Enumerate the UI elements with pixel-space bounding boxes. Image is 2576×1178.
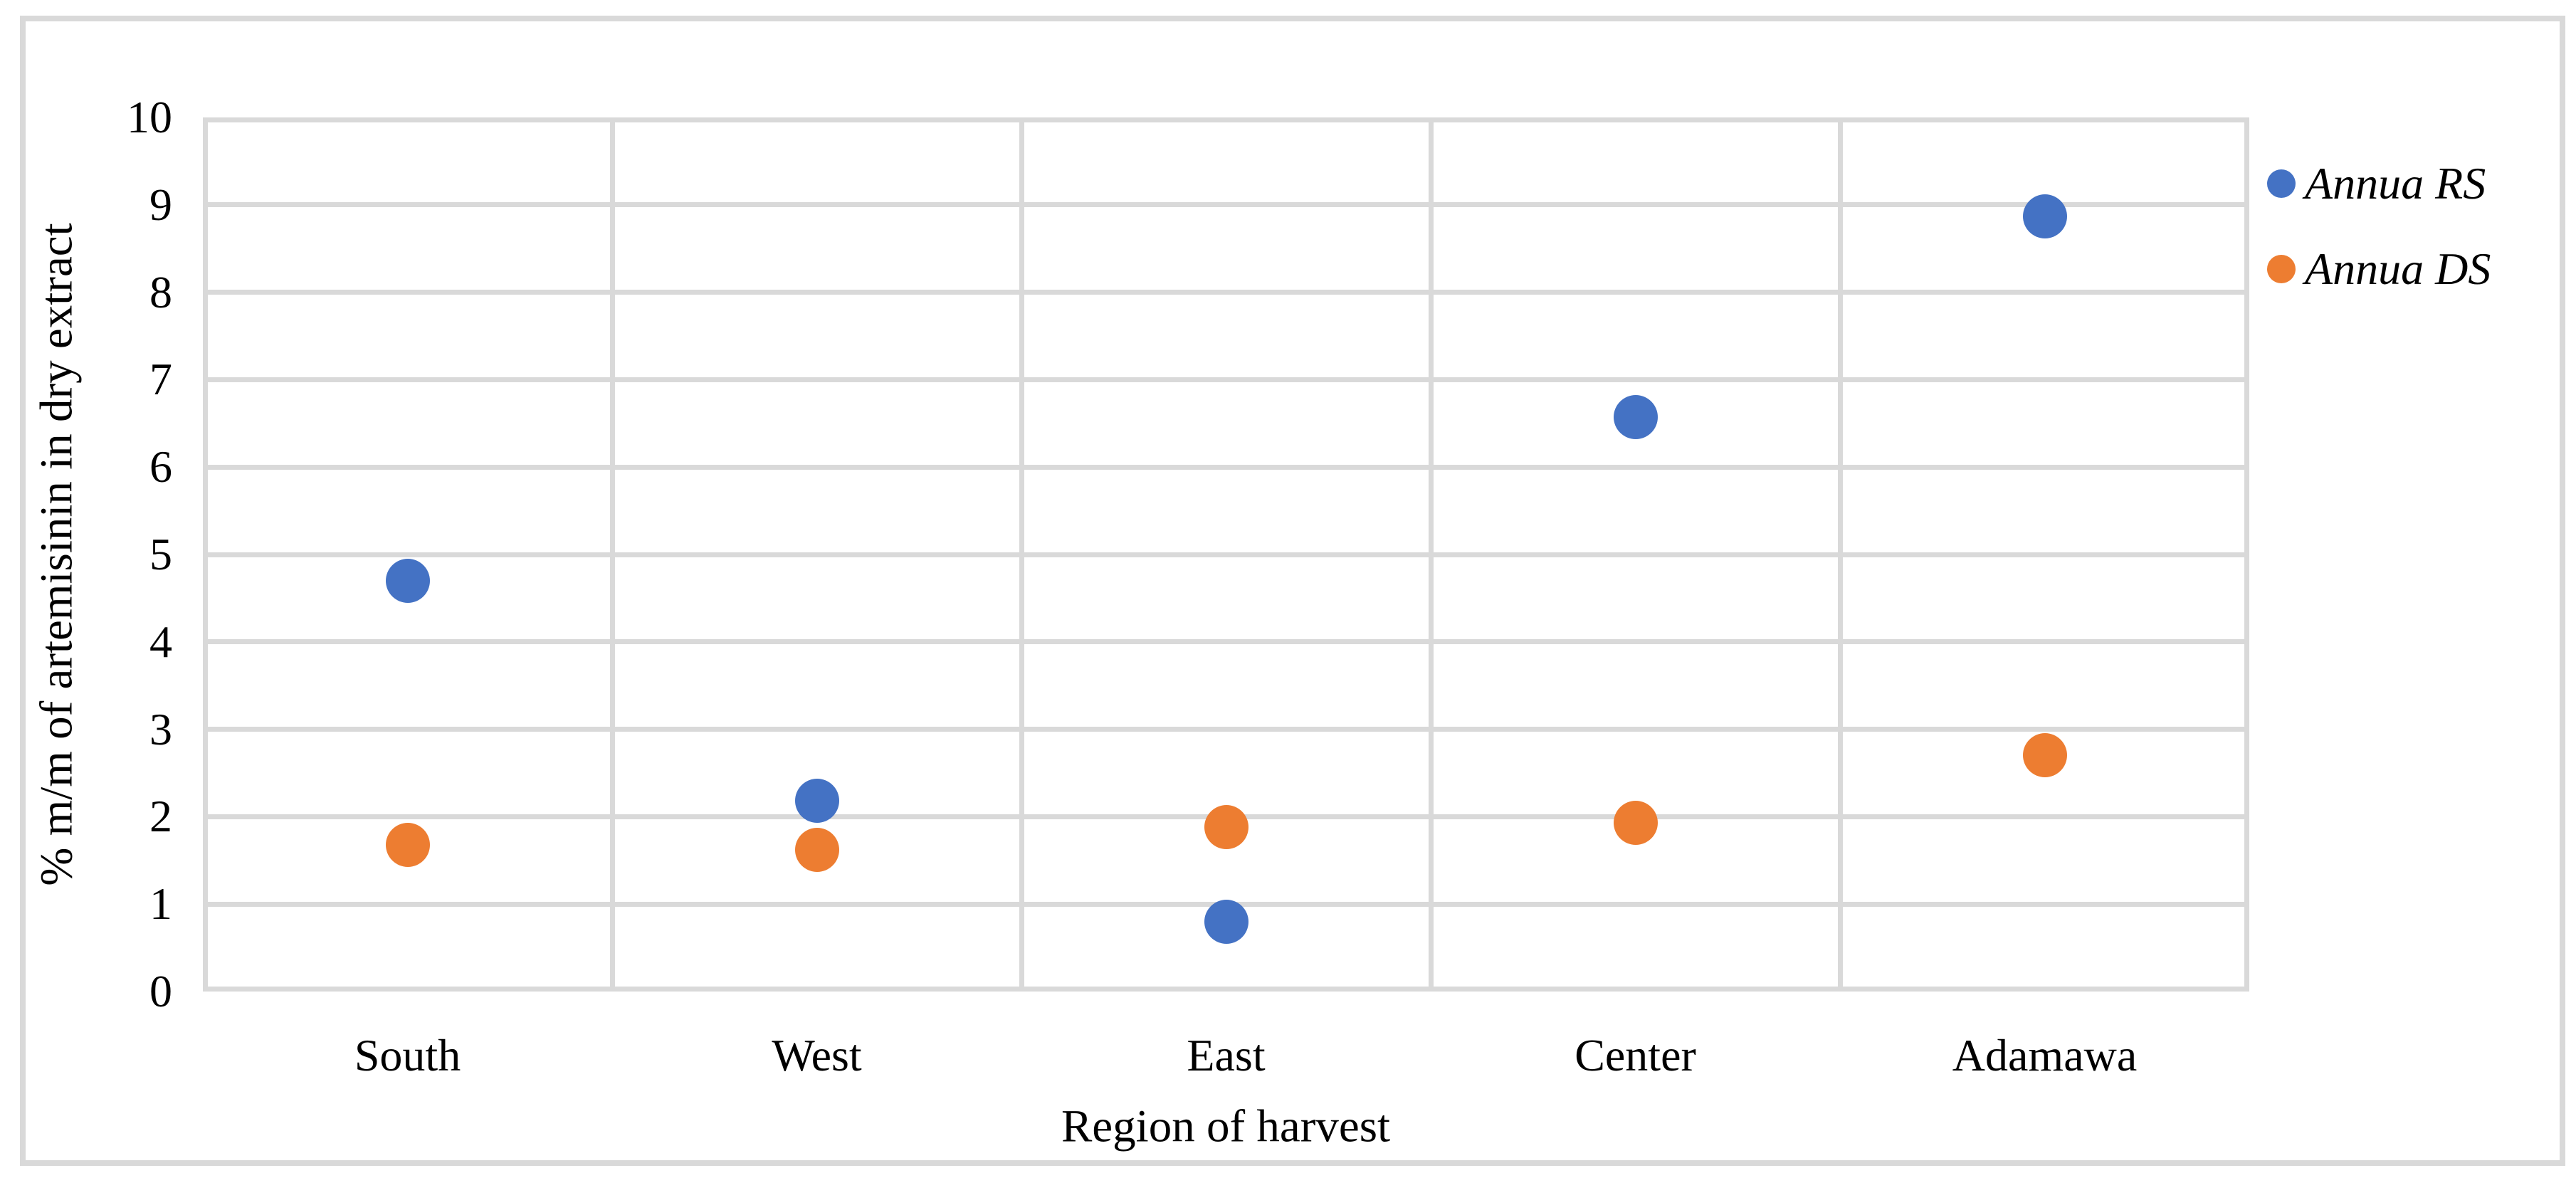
plot-area <box>203 117 2249 992</box>
data-point-annua-rs-west <box>794 779 839 824</box>
y-axis-tick-label: 1 <box>149 878 172 930</box>
data-point-annua-ds-west <box>794 828 839 873</box>
plot-border-top <box>203 117 2249 122</box>
data-point-annua-rs-east <box>1204 899 1248 944</box>
y-axis-tick-label: 0 <box>149 966 172 1016</box>
legend-label: Annua RS <box>2305 158 2486 209</box>
y-axis-tick-label: 5 <box>149 529 172 579</box>
y-axis-tick-label: 9 <box>149 179 172 230</box>
x-axis-category-label: West <box>772 1030 862 1080</box>
horizontal-gridline <box>203 202 2249 208</box>
legend-item-annua-rs: Annua RS <box>2267 161 2486 206</box>
data-point-annua-rs-adamawa <box>2022 194 2067 238</box>
vertical-gridline <box>1019 117 1024 992</box>
legend-marker-circle-icon <box>2267 169 2296 198</box>
legend-item-annua-ds: Annua DS <box>2267 246 2491 292</box>
vertical-gridline <box>1428 117 1434 992</box>
legend-label: Annua DS <box>2305 243 2491 294</box>
figure-border <box>20 16 2565 1166</box>
x-axis-title: Region of harvest <box>1061 1100 1391 1152</box>
horizontal-gridline <box>203 464 2249 470</box>
data-point-annua-ds-center <box>1613 800 1658 845</box>
legend-marker-circle-icon <box>2267 255 2296 283</box>
data-point-annua-rs-south <box>385 558 430 603</box>
x-axis-line <box>203 987 2249 992</box>
vertical-gridline <box>609 117 615 992</box>
horizontal-gridline <box>203 552 2249 557</box>
y-axis-tick-label: 6 <box>149 441 172 493</box>
y-axis-tick-label: 8 <box>149 266 172 317</box>
x-axis-category-label: East <box>1187 1030 1266 1080</box>
data-point-annua-ds-adamawa <box>2022 733 2067 778</box>
y-axis-tick-label: 2 <box>149 791 172 842</box>
data-point-annua-ds-east <box>1204 805 1248 850</box>
data-point-annua-rs-center <box>1613 395 1658 440</box>
horizontal-gridline <box>203 377 2249 382</box>
y-axis-tick-label: 10 <box>127 92 172 142</box>
x-axis-category-label: South <box>354 1030 461 1080</box>
horizontal-gridline <box>203 290 2249 295</box>
horizontal-gridline <box>203 727 2249 732</box>
x-axis-category-label: Center <box>1574 1030 1696 1080</box>
vertical-gridline <box>1837 117 1843 992</box>
y-axis-tick-label: 4 <box>149 616 172 667</box>
data-point-annua-ds-south <box>385 822 430 867</box>
y-axis-tick-label: 3 <box>149 703 172 754</box>
horizontal-gridline <box>203 639 2249 645</box>
y-axis-tick-label: 7 <box>149 354 172 405</box>
x-axis-category-label: Adamawa <box>1952 1030 2138 1080</box>
